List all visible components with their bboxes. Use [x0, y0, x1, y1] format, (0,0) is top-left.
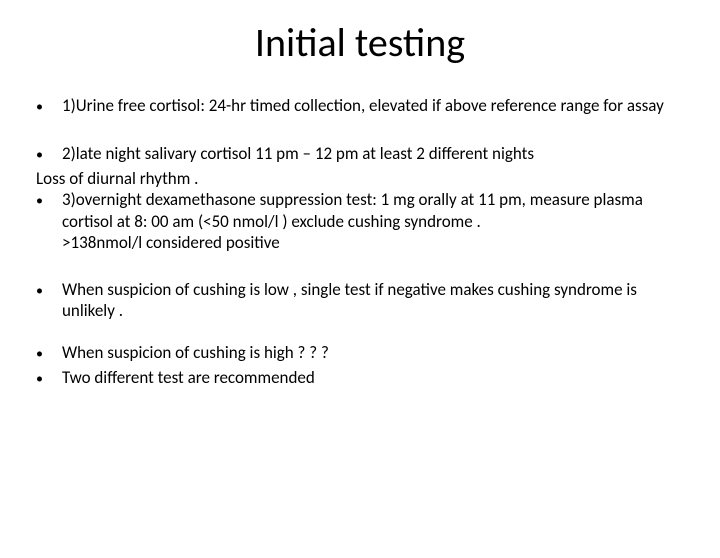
body-text-loss: Loss of diurnal rhythm . [34, 168, 686, 189]
bullet-item-1: • 1)Urine free cortisol: 24-hr timed col… [34, 95, 686, 117]
bullet-item-2: • 2)late night salivary cortisol 11 pm –… [34, 143, 686, 165]
bullet-glyph: • [36, 192, 43, 209]
bullet-glyph: • [36, 146, 43, 163]
bullet-text-2: 2)late night salivary cortisol 11 pm – 1… [62, 143, 686, 165]
bullet-text-5: When suspicion of cushing is high ? ? ? [62, 342, 686, 364]
slide-body: • 1)Urine free cortisol: 24-hr timed col… [0, 95, 720, 389]
bullet-item-5: • When suspicion of cushing is high ? ? … [34, 342, 686, 364]
bullet-text-3a: 3)overnight dexamethasone suppression te… [62, 189, 686, 232]
bullet-text-3b: >138nmol/l considered positive [62, 232, 686, 253]
bullet-glyph: • [36, 98, 43, 115]
bullet-text-4: When suspicion of cushing is low , singl… [62, 279, 686, 322]
bullet-text-1: 1)Urine free cortisol: 24-hr timed colle… [62, 95, 686, 117]
slide-title: Initial testing [0, 18, 720, 67]
bullet-glyph: • [36, 370, 43, 387]
bullet-glyph: • [36, 282, 43, 299]
bullet-item-6: • Two different test are recommended [34, 367, 686, 389]
bullet-glyph: • [36, 345, 43, 362]
bullet-item-3: • 3)overnight dexamethasone suppression … [34, 189, 686, 253]
bullet-item-4: • When suspicion of cushing is low , sin… [34, 279, 686, 322]
slide-container: Initial testing • 1)Urine free cortisol:… [0, 18, 720, 558]
bullet-text-6: Two different test are recommended [62, 367, 686, 389]
